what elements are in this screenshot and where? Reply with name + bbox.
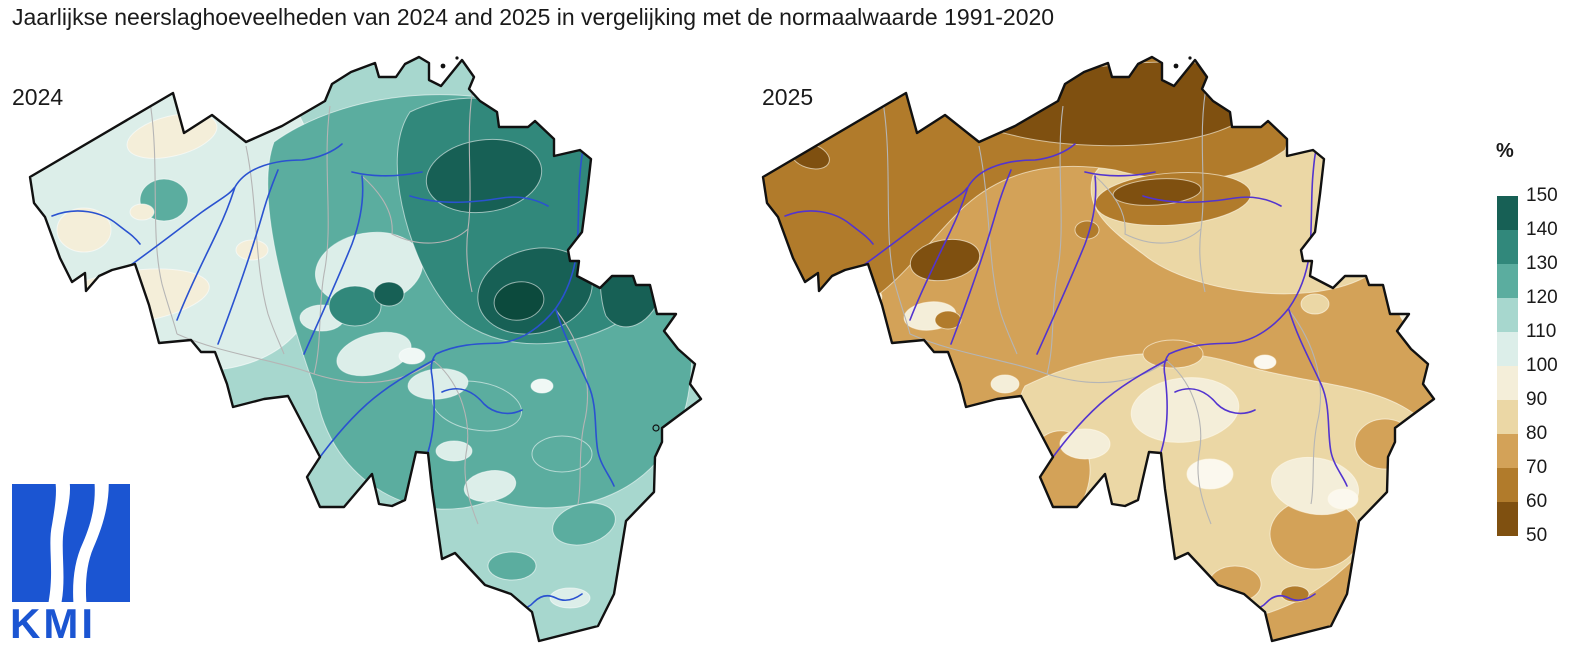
legend-colorbar (1497, 196, 1518, 536)
page-title: Jaarlijkse neerslaghoeveelheden van 2024… (12, 4, 1055, 30)
legend-tick-label: 90 (1526, 389, 1548, 410)
legend-cell-50-60 (1497, 502, 1518, 536)
legend-tick-label: 140 (1526, 219, 1558, 240)
legend-cell-100-110 (1497, 332, 1518, 366)
legend-tick-label: 110 (1526, 321, 1557, 342)
enclave-ring (652, 424, 660, 432)
legend-cell-90-100 (1497, 366, 1518, 400)
legend-cell-70-80 (1497, 434, 1518, 468)
legend-title: % (1496, 140, 1514, 162)
legend-cell-140-150 (1497, 196, 1518, 230)
map-2025-contour-fills (763, 57, 1434, 641)
legend-cell-80-90 (1497, 400, 1518, 434)
legend-tick-label: 50 (1526, 525, 1548, 546)
kmi-logo-wave-left (48, 484, 71, 602)
legend-tick-label: 60 (1526, 491, 1548, 512)
legend: % 150 140 130 120 110 100 90 80 70 60 50 (1490, 140, 1577, 580)
legend-tick-label: 130 (1526, 253, 1558, 274)
enclave-dot (1173, 63, 1179, 69)
kmi-logo-square (12, 484, 130, 602)
legend-tick-label: 150 (1526, 185, 1558, 206)
enclave-dot (440, 63, 446, 69)
map-2025-label: 2025 (762, 84, 814, 110)
legend-tick-label: 70 (1526, 457, 1548, 478)
legend-cell-110-120 (1497, 298, 1518, 332)
map-2024-belgium (28, 55, 703, 643)
kmi-logo-mark (12, 484, 130, 602)
legend-cell-120-130 (1497, 264, 1518, 298)
map-2025-belgium (761, 55, 1436, 643)
legend-cell-60-70 (1497, 468, 1518, 502)
legend-tick-label: 80 (1526, 423, 1548, 444)
legend-tick-label: 100 (1526, 355, 1558, 376)
enclave-dot (455, 56, 459, 60)
legend-tick-label: 120 (1526, 287, 1558, 308)
enclave-dot (1188, 56, 1192, 60)
kmi-logo-text: KMI (10, 600, 96, 647)
kmi-logo-wave-right (73, 484, 109, 602)
map-2024-label: 2024 (12, 84, 64, 110)
legend-cell-130-140 (1497, 230, 1518, 264)
